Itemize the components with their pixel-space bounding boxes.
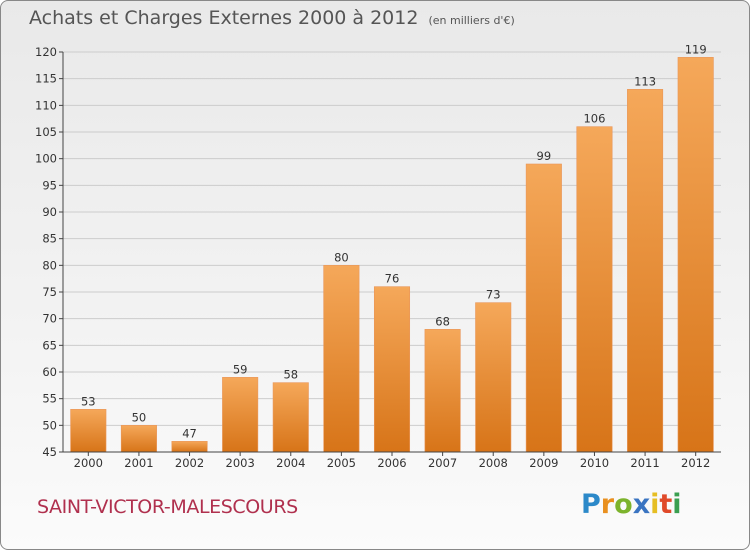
x-tick-label-2001: 2001 <box>124 456 153 470</box>
y-tick-label: 105 <box>35 125 57 139</box>
x-tick-label-2004: 2004 <box>276 456 305 470</box>
x-tick-label-2005: 2005 <box>327 456 356 470</box>
bar-2006 <box>373 286 411 453</box>
bar-2012 <box>677 57 714 453</box>
bar-2003 <box>222 377 259 453</box>
bar-2000 <box>70 409 107 453</box>
labels: 45 50 55 60 65 70 75 80 85 90 95 100 105 110 115 120 53 2… <box>35 42 710 470</box>
y-tick-label: 50 <box>42 418 57 432</box>
x-tick-label-2003: 2003 <box>226 456 255 470</box>
x-tick-label-2002: 2002 <box>175 456 204 470</box>
bar-2009 <box>525 163 562 453</box>
y-tick-label: 60 <box>42 365 57 379</box>
value-label-2003: 59 <box>233 362 248 376</box>
value-label-2005: 80 <box>334 250 349 264</box>
value-label-2006: 76 <box>385 272 400 286</box>
x-tick-label-2009: 2009 <box>529 456 558 470</box>
y-tick-label: 45 <box>42 445 57 459</box>
bar-2008 <box>475 302 512 453</box>
bars <box>70 57 714 453</box>
chart-title: Achats et Charges Externes 2000 à 2012 (e… <box>29 7 515 29</box>
x-tick-label-2010: 2010 <box>580 456 609 470</box>
axes <box>59 51 721 456</box>
value-label-2011: 113 <box>634 74 656 88</box>
value-label-2012: 119 <box>685 42 707 56</box>
y-tick-label: 90 <box>42 205 57 219</box>
place-name: SAINT-VICTOR-MALESCOURS <box>37 496 298 518</box>
value-label-2008: 73 <box>486 288 501 302</box>
y-tick-label: 85 <box>42 232 57 246</box>
y-tick-label: 70 <box>42 312 57 326</box>
chart-unit: (en milliers d'€) <box>428 14 515 27</box>
y-tick-label: 95 <box>42 178 57 192</box>
value-label-2001: 50 <box>132 410 147 424</box>
bar-2004 <box>272 382 309 453</box>
value-label-2004: 58 <box>283 368 298 382</box>
y-tick-label: 115 <box>35 72 57 86</box>
y-tick-label: 100 <box>35 152 57 166</box>
x-tick-label-2012: 2012 <box>681 456 710 470</box>
chart-title-text: Achats et Charges Externes 2000 à 2012 <box>29 7 419 29</box>
x-tick-label-2007: 2007 <box>428 456 457 470</box>
proxiti-logo: Proxiti <box>581 489 682 520</box>
value-label-2007: 68 <box>435 314 450 328</box>
y-tick-label: 65 <box>42 338 57 352</box>
x-tick-label-2008: 2008 <box>479 456 508 470</box>
bar-2002 <box>171 441 208 453</box>
y-tick-label: 55 <box>42 392 57 406</box>
y-tick-label: 120 <box>35 45 57 59</box>
bar-2005 <box>323 265 360 453</box>
bar-2011 <box>627 89 664 453</box>
bar-2001 <box>120 425 157 453</box>
y-tick-label: 110 <box>35 98 57 112</box>
x-tick-label-2011: 2011 <box>630 456 659 470</box>
value-label-2010: 106 <box>583 112 605 126</box>
y-tick-label: 80 <box>42 258 57 272</box>
x-tick-label-2000: 2000 <box>74 456 103 470</box>
value-label-2000: 53 <box>81 394 96 408</box>
y-tick-label: 75 <box>42 285 57 299</box>
bar-2010 <box>576 126 613 453</box>
bar-2007 <box>424 329 461 453</box>
value-label-2002: 47 <box>182 426 197 440</box>
x-tick-label-2006: 2006 <box>377 456 406 470</box>
value-label-2009: 99 <box>537 149 552 163</box>
